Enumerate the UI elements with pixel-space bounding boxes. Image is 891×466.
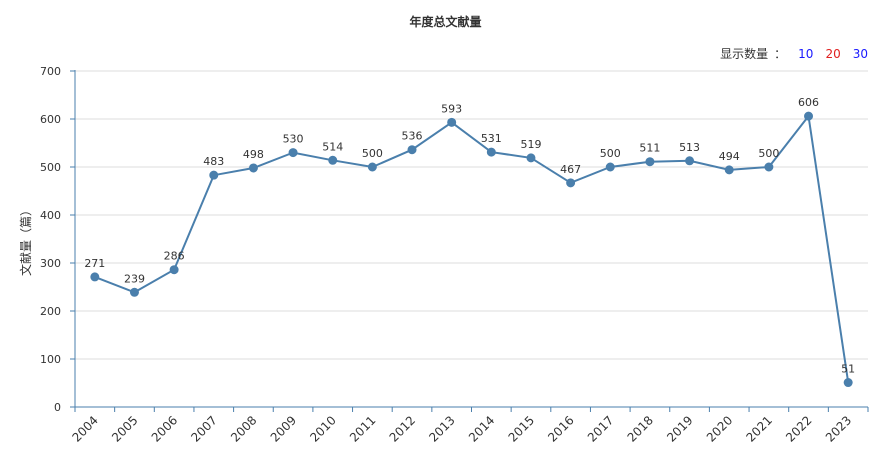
data-label-2013: 593	[441, 102, 462, 115]
data-label-2016: 467	[560, 163, 581, 176]
data-point-2011	[367, 162, 377, 172]
x-tick-label-2018: 2018	[625, 413, 656, 444]
data-point-2005	[129, 287, 139, 297]
x-tick-label-2007: 2007	[188, 413, 219, 444]
data-point-2015	[526, 153, 536, 163]
data-point-2007	[209, 170, 219, 180]
data-label-2017: 500	[600, 147, 621, 160]
data-label-2023: 51	[841, 363, 855, 376]
data-label-2011: 500	[362, 147, 383, 160]
x-tick-label-2016: 2016	[545, 413, 576, 444]
x-tick-label-2013: 2013	[426, 413, 457, 444]
display-count-option-30[interactable]: 30	[852, 47, 868, 61]
data-point-2013	[447, 117, 457, 127]
data-point-2016	[566, 178, 576, 188]
data-label-2008: 498	[243, 148, 264, 161]
x-tick-label-2023: 2023	[823, 413, 854, 444]
display-count-label: 显示数量	[720, 47, 769, 61]
display-count-option-10[interactable]: 10	[798, 47, 814, 61]
y-tick-label: 700	[40, 65, 61, 78]
y-tick-label: 400	[40, 209, 61, 222]
data-label-2012: 536	[402, 130, 423, 143]
x-tick-label-2005: 2005	[109, 413, 140, 444]
x-tick-label-2020: 2020	[704, 413, 735, 444]
data-point-2022	[804, 111, 814, 121]
data-label-2005: 239	[124, 272, 145, 285]
data-point-2006	[169, 265, 179, 275]
data-label-2015: 519	[520, 138, 541, 151]
x-tick-label-2004: 2004	[69, 413, 100, 444]
x-tick-label-2014: 2014	[466, 413, 497, 444]
y-tick-label: 500	[40, 161, 61, 174]
chart-title: 年度总文献量	[409, 15, 482, 29]
data-point-2014	[486, 147, 496, 157]
data-point-2010	[328, 155, 338, 165]
data-point-2009	[288, 148, 298, 158]
data-point-2017	[605, 162, 615, 172]
x-tick-label-2015: 2015	[506, 413, 537, 444]
x-tick-label-2009: 2009	[268, 413, 299, 444]
x-tick-label-2012: 2012	[387, 413, 418, 444]
y-tick-label: 0	[54, 401, 61, 414]
y-tick-label: 200	[40, 305, 61, 318]
y-tick-label: 100	[40, 353, 61, 366]
series-layer	[90, 111, 853, 388]
data-point-2020	[724, 165, 734, 175]
data-label-2019: 513	[679, 141, 700, 154]
gridlines	[75, 70, 868, 360]
data-label-2018: 511	[639, 142, 660, 155]
data-point-2023	[843, 378, 853, 388]
data-point-2021	[764, 162, 774, 172]
data-point-2012	[407, 145, 417, 155]
y-axis-title: 文献量（篇）	[18, 204, 33, 276]
display-count-separator: ：	[774, 47, 787, 61]
data-label-2009: 530	[283, 133, 304, 146]
data-label-2022: 606	[798, 96, 819, 109]
x-tick-label-2011: 2011	[347, 413, 378, 444]
data-label-2007: 483	[203, 155, 224, 168]
data-label-2014: 531	[481, 132, 502, 145]
data-point-2008	[248, 163, 258, 173]
display-count-option-20[interactable]: 20	[825, 47, 841, 61]
data-point-2018	[645, 157, 655, 167]
x-tick-label-2021: 2021	[743, 413, 774, 444]
data-labels: 271 239 286 483 498 530 514 500 536 593 531 519 467 5…	[84, 96, 855, 375]
series-line	[94, 113, 850, 383]
x-tick-label-2019: 2019	[664, 413, 695, 444]
data-label-2020: 494	[719, 150, 740, 163]
x-tick-label-2010: 2010	[307, 413, 338, 444]
display-count-control: 显示数量 ： 10 20 30	[720, 45, 868, 62]
data-label-2010: 514	[322, 140, 343, 153]
x-tick-label-2022: 2022	[783, 413, 814, 444]
data-label-2006: 286	[164, 250, 185, 263]
y-tick-label: 600	[40, 113, 61, 126]
data-point-2004	[90, 272, 100, 282]
x-tick-label-2008: 2008	[228, 413, 259, 444]
data-point-2019	[685, 156, 695, 166]
x-tick-label-2006: 2006	[149, 413, 180, 444]
y-tick-label: 300	[40, 257, 61, 270]
data-label-2021: 500	[758, 147, 779, 160]
data-label-2004: 271	[84, 257, 105, 270]
x-tick-label-2017: 2017	[585, 413, 616, 444]
